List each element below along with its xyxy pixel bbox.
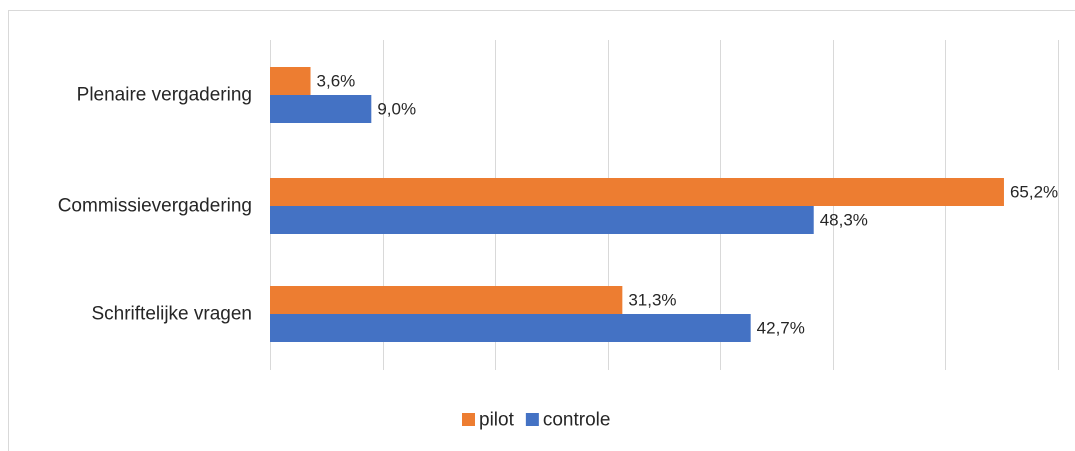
- bar-controle: [270, 206, 814, 234]
- legend-label-pilot: pilot: [479, 410, 515, 431]
- legend-swatch-controle: [525, 413, 539, 426]
- data-label: 48,3%: [820, 211, 868, 230]
- data-label: 3,6%: [317, 72, 356, 91]
- bar-pilot: [270, 178, 1004, 206]
- bar-controle: [270, 95, 372, 123]
- legend: pilot controle: [462, 410, 610, 431]
- data-label: 31,3%: [628, 291, 676, 310]
- category-label: Plenaire vergadering: [77, 85, 252, 106]
- bars: [270, 67, 1004, 342]
- data-label: 42,7%: [757, 319, 805, 338]
- legend-label-controle: controle: [543, 410, 611, 431]
- bar-pilot: [270, 286, 623, 314]
- category-label: Commissievergadering: [58, 196, 252, 217]
- data-label: 9,0%: [377, 100, 416, 119]
- legend-swatch-pilot: [462, 413, 475, 426]
- category-labels: Plenaire vergadering Commissievergadering…: [58, 85, 252, 325]
- bar-controle: [270, 314, 751, 342]
- bar-pilot: [270, 67, 311, 95]
- data-labels: 3,6% 9,0% 65,2% 48,3% 31,3% 42,7%: [317, 72, 1059, 338]
- category-label: Schriftelijke vragen: [91, 304, 252, 325]
- data-label: 65,2%: [1010, 183, 1058, 202]
